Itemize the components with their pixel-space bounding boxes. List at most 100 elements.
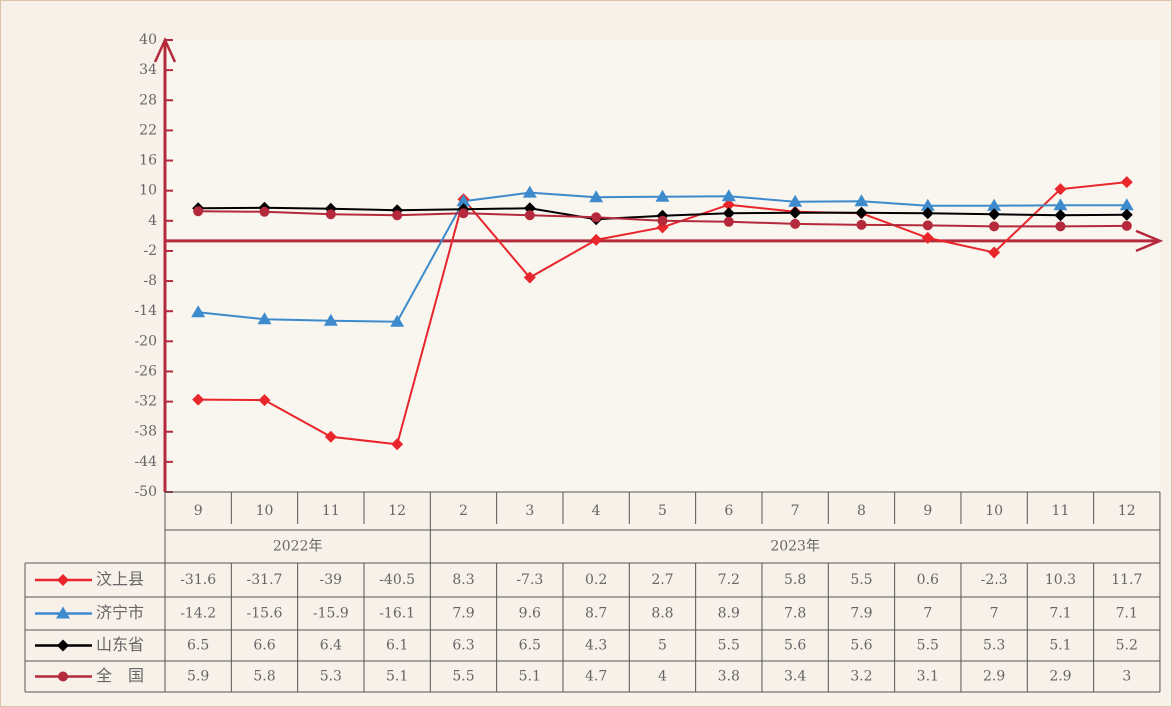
table-value: -14.2 xyxy=(180,606,216,622)
marker xyxy=(989,221,1000,232)
y-tick-label: -8 xyxy=(143,273,157,289)
marker xyxy=(657,215,668,226)
x-tick-label: 11 xyxy=(322,503,340,519)
table-value: 4 xyxy=(658,669,667,685)
marker xyxy=(988,208,1001,221)
table-value: 3.4 xyxy=(784,669,806,685)
marker xyxy=(257,312,272,325)
table-value: 2.9 xyxy=(983,669,1005,685)
table-value: 2.9 xyxy=(1049,669,1071,685)
legend-marker xyxy=(57,639,69,652)
marker xyxy=(193,206,204,217)
table-value: 6.4 xyxy=(320,638,342,654)
x-tick-label: 3 xyxy=(525,503,534,519)
table-value: 7.9 xyxy=(452,606,474,622)
marker xyxy=(788,194,803,207)
marker xyxy=(854,194,869,207)
marker xyxy=(523,271,536,284)
x-tick-label: 9 xyxy=(923,503,932,519)
marker xyxy=(591,212,602,223)
y-tick-label: 22 xyxy=(139,122,157,138)
table-value: 7.8 xyxy=(784,606,806,622)
table-value: 5.6 xyxy=(784,638,806,654)
y-tick-label: -26 xyxy=(134,363,157,379)
table-value: 0.6 xyxy=(917,572,939,588)
marker xyxy=(1054,209,1067,222)
x-tick-label: 10 xyxy=(985,503,1003,519)
marker xyxy=(988,246,1001,259)
y-tick-label: -20 xyxy=(134,333,157,349)
table-value: 7 xyxy=(923,606,932,622)
table-value: 8.3 xyxy=(452,572,474,588)
y-tick-label: -38 xyxy=(134,424,157,440)
table-value: 2.7 xyxy=(651,572,673,588)
legend-label: 汶上县 xyxy=(96,570,144,589)
marker xyxy=(589,190,604,203)
marker xyxy=(191,305,206,318)
x-tick-label: 5 xyxy=(658,503,667,519)
x-group-label: 2022年 xyxy=(273,539,323,555)
table-value: -15.9 xyxy=(313,606,349,622)
table-value: 7.1 xyxy=(1116,606,1138,622)
marker xyxy=(921,207,934,220)
table-value: -15.6 xyxy=(247,606,283,622)
table-value: 5.9 xyxy=(187,669,209,685)
x-tick-label: 12 xyxy=(388,503,406,519)
marker xyxy=(1054,183,1067,196)
marker xyxy=(789,206,802,219)
x-tick-label: 6 xyxy=(724,503,733,519)
legend-marker xyxy=(57,574,69,586)
table-value: 8.8 xyxy=(651,606,673,622)
y-tick-label: 4 xyxy=(148,213,157,229)
table-value: 9.6 xyxy=(519,606,541,622)
table-value: -7.3 xyxy=(516,572,543,588)
marker xyxy=(1120,208,1133,221)
x-tick-label: 7 xyxy=(791,503,800,519)
marker xyxy=(259,206,270,217)
table-value: 7.2 xyxy=(718,572,740,588)
table-value: 5.8 xyxy=(784,572,806,588)
table-value: 4.7 xyxy=(585,669,607,685)
table-value: -31.6 xyxy=(180,572,216,588)
table-value: 3.2 xyxy=(850,669,872,685)
x-tick-label: 9 xyxy=(194,503,203,519)
plot-area xyxy=(165,40,1160,492)
marker xyxy=(391,438,404,451)
table-value: 7 xyxy=(990,606,999,622)
table-value: 5.1 xyxy=(519,669,541,685)
marker xyxy=(258,394,271,407)
table-value: 6.5 xyxy=(187,638,209,654)
y-tick-label: -44 xyxy=(134,454,157,470)
table-value: 5.6 xyxy=(850,638,872,654)
marker xyxy=(1120,176,1133,189)
y-tick-label: -50 xyxy=(134,484,157,500)
marker xyxy=(192,393,205,406)
legend-label: 山东省 xyxy=(96,635,144,654)
marker xyxy=(790,218,801,229)
table-value: 5.5 xyxy=(452,669,474,685)
marker xyxy=(1053,198,1068,211)
marker xyxy=(987,198,1002,211)
x-tick-label: 12 xyxy=(1118,503,1136,519)
y-axis-arrow xyxy=(153,36,177,63)
marker xyxy=(722,207,735,220)
table-value: 11.7 xyxy=(1111,572,1142,588)
table-value: 3 xyxy=(1122,669,1131,685)
table-value: 5.5 xyxy=(850,572,872,588)
marker xyxy=(324,430,337,443)
table-value: 3.1 xyxy=(917,669,939,685)
table-value: 8.7 xyxy=(585,606,607,622)
table-value: 5.5 xyxy=(917,638,939,654)
table-value: -16.1 xyxy=(379,606,415,622)
y-tick-label: 34 xyxy=(139,62,157,78)
table-value: -31.7 xyxy=(247,572,283,588)
table-value: 5.3 xyxy=(983,638,1005,654)
marker xyxy=(1119,198,1134,211)
table-value: 5.2 xyxy=(1116,638,1138,654)
marker xyxy=(855,206,868,219)
marker xyxy=(922,220,933,231)
marker xyxy=(1055,221,1066,232)
table-value: -2.3 xyxy=(981,572,1008,588)
table-value: 7.1 xyxy=(1049,606,1071,622)
marker xyxy=(523,202,536,215)
